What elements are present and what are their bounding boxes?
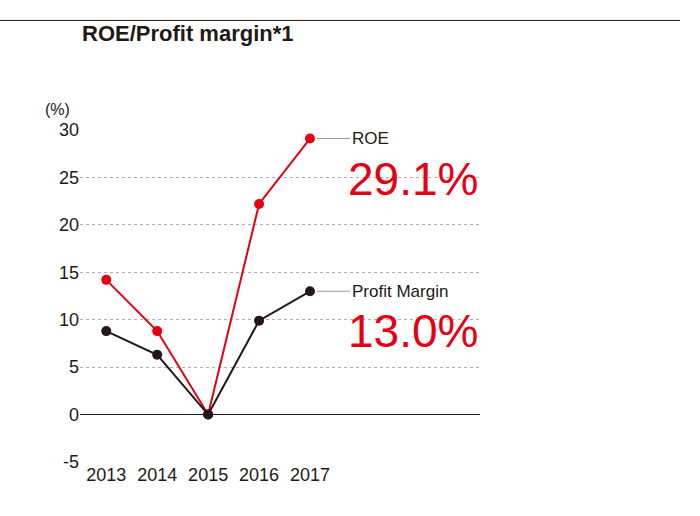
svg-text:15: 15 — [59, 263, 79, 283]
svg-text:0: 0 — [69, 405, 79, 425]
svg-text:25: 25 — [59, 168, 79, 188]
svg-text:2015: 2015 — [188, 465, 228, 485]
svg-text:-5: -5 — [63, 452, 79, 472]
svg-text:13.0%: 13.0% — [348, 305, 478, 357]
svg-text:2016: 2016 — [239, 465, 279, 485]
svg-text:29.1%: 29.1% — [348, 153, 478, 205]
svg-text:Profit Margin: Profit Margin — [352, 282, 448, 301]
svg-text:20: 20 — [59, 215, 79, 235]
svg-text:ROE: ROE — [352, 129, 389, 148]
svg-text:2013: 2013 — [86, 465, 126, 485]
svg-text:2014: 2014 — [137, 465, 177, 485]
svg-text:5: 5 — [69, 357, 79, 377]
svg-text:(%): (%) — [45, 101, 70, 118]
svg-text:10: 10 — [59, 310, 79, 330]
svg-text:ROE/Profit margin*1: ROE/Profit margin*1 — [82, 21, 293, 46]
svg-text:2017: 2017 — [290, 465, 330, 485]
svg-text:30: 30 — [59, 120, 79, 140]
